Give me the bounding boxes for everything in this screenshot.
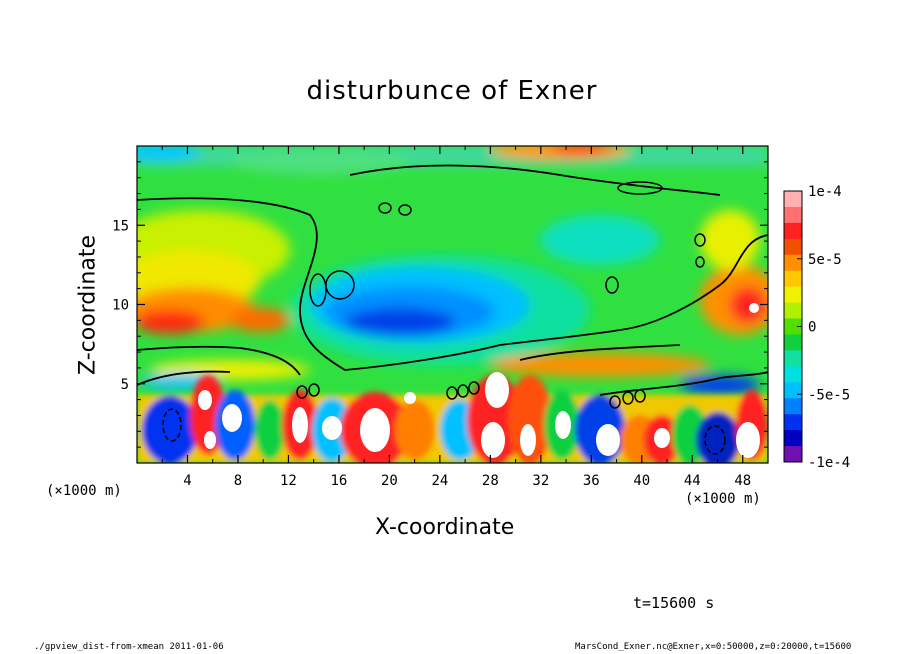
colorbar-tick-label: -5e-5: [808, 387, 850, 403]
colorbar-swatch: [784, 414, 802, 431]
y-tick-label: 15: [112, 218, 129, 234]
x-axis-unit-left: (×1000 m): [46, 483, 122, 499]
colorbar-swatch: [784, 222, 802, 240]
y-tick-label: 5: [121, 377, 129, 393]
x-axis-unit-right: (×1000 m): [685, 491, 761, 507]
colorbar-tick-label: -1e-4: [808, 455, 850, 471]
x-tick-label: 20: [381, 473, 398, 489]
colorbar-swatch: [784, 398, 802, 415]
colorbar-swatch: [784, 382, 802, 399]
colorbar-tick-label: 1e-4: [808, 184, 842, 200]
x-axis: 4 8 12 16 20 24 28 32 36 40 44 48: [161, 146, 751, 489]
colorbar-ticks: 1e-4 5e-5 0 -5e-5 -1e-4: [797, 184, 850, 471]
colorbar-swatch: [784, 238, 802, 256]
colorbar-swatch: [784, 446, 802, 463]
colorbar-swatch: [784, 286, 802, 304]
y-axis: 5 10 15: [112, 161, 768, 448]
colorbar-swatch: [784, 191, 802, 208]
x-tick-label: 4: [183, 473, 191, 489]
x-tick-label: 28: [482, 473, 499, 489]
x-tick-label: 36: [583, 473, 600, 489]
heatmap-field: [137, 146, 768, 463]
colorbar-swatch: [784, 302, 802, 320]
colorbar-swatch: [784, 334, 802, 351]
x-tick-label: 44: [684, 473, 701, 489]
x-tick-label: 16: [330, 473, 347, 489]
x-tick-label: 40: [633, 473, 650, 489]
footer-left: ./gpview_dist-from-xmean 2011-01-06: [34, 642, 224, 652]
x-tick-label: 12: [280, 473, 297, 489]
colorbar-swatch: [784, 254, 802, 272]
time-annotation: t=15600 s: [633, 594, 715, 612]
colorbar-swatch: [784, 366, 802, 383]
colorbar-swatch: [784, 318, 802, 335]
colorbar-swatch: [784, 206, 802, 224]
colorbar-tick-label: 0: [808, 320, 816, 336]
footer-right: MarsCond_Exner.nc@Exner,x=0:50000,z=0:20…: [575, 642, 852, 652]
colorbar-swatch: [784, 430, 802, 447]
colorbar-swatch: [784, 350, 802, 367]
x-tick-label: 48: [734, 473, 751, 489]
colorbar-swatch: [784, 270, 802, 288]
x-tick-label: 32: [532, 473, 549, 489]
chart-title: disturbunce of Exner: [306, 76, 598, 106]
x-tick-label: 24: [431, 473, 448, 489]
x-axis-label: X-coordinate: [375, 515, 515, 540]
y-tick-label: 10: [112, 298, 129, 314]
x-tick-label: 8: [234, 473, 242, 489]
colorbar-tick-label: 5e-5: [808, 252, 842, 268]
